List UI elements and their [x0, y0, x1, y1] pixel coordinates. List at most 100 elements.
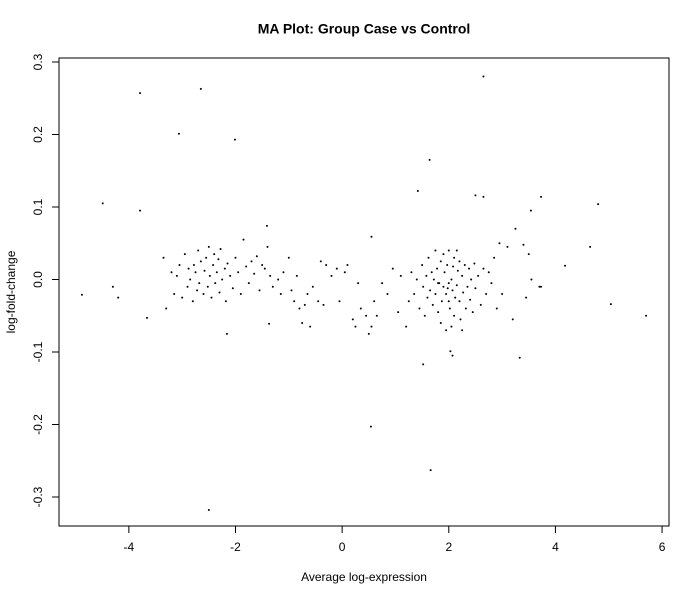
point — [529, 209, 532, 212]
point — [234, 256, 237, 259]
point — [250, 260, 253, 263]
point — [525, 296, 528, 299]
point — [431, 303, 434, 306]
point — [198, 282, 201, 285]
point — [192, 263, 195, 266]
point — [269, 274, 272, 277]
point — [194, 271, 197, 274]
point — [455, 284, 458, 287]
point — [456, 269, 459, 272]
point — [399, 274, 402, 277]
point — [165, 307, 168, 310]
point — [208, 274, 211, 277]
point — [183, 253, 186, 256]
point — [263, 267, 266, 270]
point — [354, 325, 357, 328]
point — [205, 256, 208, 259]
point — [218, 291, 221, 294]
point — [453, 314, 456, 317]
point — [199, 87, 202, 90]
point — [101, 202, 104, 205]
point — [405, 325, 408, 328]
point — [175, 274, 178, 277]
point — [322, 303, 325, 306]
point — [434, 292, 437, 295]
point — [442, 285, 445, 288]
point — [448, 307, 451, 310]
point — [258, 289, 261, 292]
point — [437, 282, 440, 285]
point — [447, 300, 450, 303]
x-tick-label: 0 — [339, 540, 346, 554]
point — [303, 303, 306, 306]
point — [224, 300, 227, 303]
point — [170, 271, 173, 274]
point — [540, 285, 543, 288]
point — [506, 245, 509, 248]
point — [416, 190, 419, 193]
point — [351, 318, 354, 321]
point — [479, 303, 482, 306]
point — [482, 75, 485, 78]
point — [445, 292, 448, 295]
point — [370, 325, 373, 328]
point — [80, 293, 83, 296]
point — [242, 238, 245, 241]
point — [247, 282, 250, 285]
point — [197, 249, 200, 252]
point — [518, 356, 521, 359]
point — [293, 300, 296, 303]
point — [221, 278, 224, 281]
point — [397, 311, 400, 314]
point — [325, 263, 328, 266]
point — [386, 292, 389, 295]
point — [268, 322, 271, 325]
point — [461, 274, 464, 277]
point — [139, 209, 142, 212]
point — [469, 298, 472, 301]
point — [527, 253, 530, 256]
point — [422, 285, 425, 288]
point — [237, 271, 240, 274]
y-axis-label: log-fold-change — [4, 250, 18, 333]
point — [493, 256, 496, 259]
point — [425, 274, 428, 277]
y-tick-label: 0.0 — [31, 271, 45, 288]
point — [463, 263, 466, 266]
point — [514, 227, 517, 230]
point — [454, 296, 457, 299]
y-tick-label: -0.1 — [31, 341, 45, 362]
point — [597, 203, 600, 206]
point — [462, 291, 465, 294]
point — [369, 425, 372, 428]
point — [449, 350, 452, 353]
point — [429, 289, 432, 292]
point — [213, 253, 216, 256]
point — [253, 272, 256, 275]
point — [279, 292, 282, 295]
point — [564, 264, 567, 267]
point — [287, 256, 290, 259]
point — [265, 224, 268, 227]
point — [202, 292, 205, 295]
point — [139, 92, 142, 95]
point — [203, 269, 206, 272]
point — [482, 195, 485, 198]
point — [295, 274, 298, 277]
point — [189, 278, 192, 281]
point — [474, 194, 477, 197]
point — [219, 248, 222, 251]
point — [206, 285, 209, 288]
point — [439, 260, 442, 263]
y-tick-label: -0.2 — [31, 414, 45, 435]
point — [495, 307, 498, 310]
point — [181, 296, 184, 299]
point — [410, 271, 413, 274]
point — [415, 278, 418, 281]
point — [432, 278, 435, 281]
point — [446, 263, 449, 266]
point — [367, 332, 370, 335]
point — [445, 329, 448, 332]
point — [530, 278, 533, 281]
